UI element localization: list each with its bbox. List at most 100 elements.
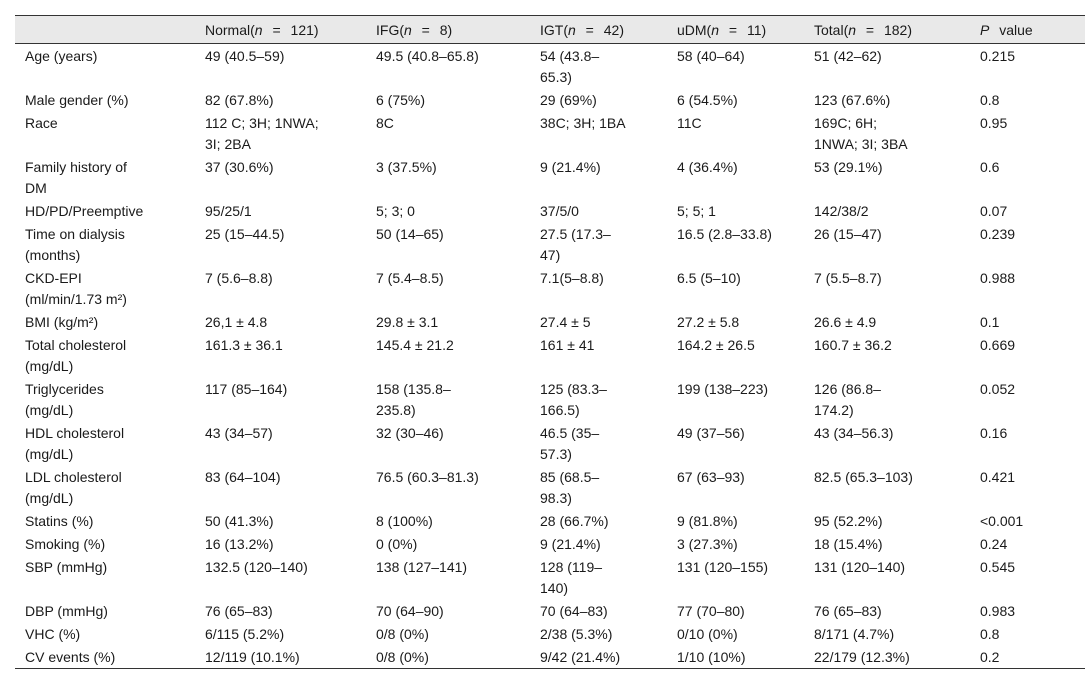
cell: 49 (40.5–59) [205,48,285,64]
header-text: value [989,21,1033,38]
cell: 3 (27.3%) [677,536,738,552]
table-row: HD/PD/Preemptive 95/25/1 5; 3; 0 37/5/0 5; 5… [15,199,1085,222]
row-label: Race [25,115,58,131]
cell: 76 (65–83) [814,603,882,619]
row-label: Time on dialysis (months) [25,226,125,263]
cell: 6.5 (5–10) [677,270,741,286]
cell: 131 (120–155) [677,559,769,575]
cell: 0/8 (0%) [376,626,429,642]
cell: 160.7 ± 36.2 [814,337,892,353]
row-label: Smoking (%) [25,536,106,552]
table-row: LDL cholesterol (mg/dL) 83 (64–104) 76.5 (… [15,465,1085,509]
cell: 7 (5.6–8.8) [205,270,273,286]
cell: 0.16 [980,425,1008,441]
table-row: HDL cholesterol (mg/dL) 43 (34–57) 32 (30–… [15,421,1085,465]
cell: 0.95 [980,115,1008,131]
cell: 95/25/1 [205,203,252,219]
cell: 27.2 ± 5.8 [677,314,740,330]
header-italic: n [254,21,263,38]
row-label: Statins (%) [25,513,94,529]
cell: 0.8 [980,92,1000,108]
table-row: DBP (mmHg) 76 (65–83) 70 (64–90) 70 (64–83)… [15,599,1085,622]
cell: 7 (5.4–8.5) [376,270,444,286]
table-body: Age (years) 49 (40.5–59) 49.5 (40.8–65.8) 5… [15,44,1085,669]
cell: 26 (15–47) [814,226,882,242]
header-cell: uDM(n = 11) [667,16,804,44]
cell: 29.8 ± 3.1 [376,314,439,330]
cell: 77 (70–80) [677,603,745,619]
cell: <0.001 [980,513,1024,529]
cell: 9/42 (21.4%) [540,649,621,665]
cell: 0.239 [980,226,1016,242]
header-italic: n [568,21,576,38]
cell: 164.2 ± 26.5 [677,337,755,353]
cell: 49 (37–56) [677,425,745,441]
header-cell: Normal(n = 121) [195,16,366,44]
cell: 26,1 ± 4.8 [205,314,268,330]
header-text: = 8) [411,21,453,38]
cell: 50 (41.3%) [205,513,274,529]
header-text: = 121) [262,21,319,38]
cell: 132.5 (120–140) [205,559,308,575]
cell: 37/5/0 [540,203,579,219]
cell: 8 (100%) [376,513,433,529]
header-text: Total( [814,21,849,38]
header-cell: P value [970,16,1085,44]
header-italic: n [404,21,412,38]
header-text: IGT( [540,21,568,38]
header-italic: n [711,21,720,38]
row-label: Triglycerides (mg/dL) [25,381,104,418]
cell: 145.4 ± 21.2 [376,337,454,353]
row-label: VHC (%) [25,626,81,642]
cell: 27.5 (17.3–47) [540,226,611,263]
cell: 12/119 (10.1%) [205,649,300,665]
cell: 54 (43.8–65.3) [540,48,600,85]
cell: 32 (30–46) [376,425,444,441]
cell: 26.6 ± 4.9 [814,314,877,330]
cell: 131 (120–140) [814,559,906,575]
cell: 83 (64–104) [205,469,281,485]
row-label: HDL cholesterol (mg/dL) [25,425,125,462]
table-row: CV events (%) 12/119 (10.1%) 0/8 (0%) 9/42 … [15,645,1085,669]
cell: 95 (52.2%) [814,513,883,529]
cell: 76.5 (60.3–81.3) [376,469,479,485]
cell: 70 (64–83) [540,603,608,619]
row-label: CV events (%) [25,649,116,665]
cell: 51 (42–62) [814,48,882,64]
cell: 0.421 [980,469,1016,485]
cell: 0/8 (0%) [376,649,429,665]
row-label: HD/PD/Preemptive [25,203,144,219]
cell: 22/179 (12.3%) [814,649,910,665]
table-row: VHC (%) 6/115 (5.2%) 0/8 (0%) 2/38 (5.3%) 0/… [15,622,1085,645]
cell: 16 (13.2%) [205,536,274,552]
table-row: Family history of DM 37 (30.6%) 3 (37.5%) 9… [15,155,1085,199]
header-italic: n [848,21,857,38]
cell: 0 (0%) [376,536,418,552]
cell: 0.1 [980,314,1000,330]
cell: 37 (30.6%) [205,159,274,175]
cell: 3 (37.5%) [376,159,437,175]
cell: 161.3 ± 36.1 [205,337,283,353]
row-label: Family history of DM [25,159,127,196]
cell: 117 (85–164) [205,381,288,397]
cell: 82 (67.8%) [205,92,274,108]
cell: 0.983 [980,603,1016,619]
cell: 16.5 (2.8–33.8) [677,226,772,242]
header-cell [15,16,195,44]
header-cell: Total(n = 182) [804,16,970,44]
cell: 6 (54.5%) [677,92,738,108]
cell: 199 (138–223) [677,381,769,397]
cell: 25 (15–44.5) [205,226,285,242]
table-row: Triglycerides (mg/dL) 117 (85–164) 158 (13… [15,377,1085,421]
cell: 53 (29.1%) [814,159,883,175]
table-row: SBP (mmHg) 132.5 (120–140) 138 (127–141) 12… [15,555,1085,599]
cell: 0.545 [980,559,1016,575]
table-row: Time on dialysis (months) 25 (15–44.5) 50 … [15,222,1085,266]
cell: 128 (119–140) [540,559,603,596]
cell: 2/38 (5.3%) [540,626,613,642]
cell: 82.5 (65.3–103) [814,469,913,485]
header-text: uDM( [677,21,712,38]
cell: 46.5 (35–57.3) [540,425,600,462]
cell: 5; 5; 1 [677,203,716,219]
